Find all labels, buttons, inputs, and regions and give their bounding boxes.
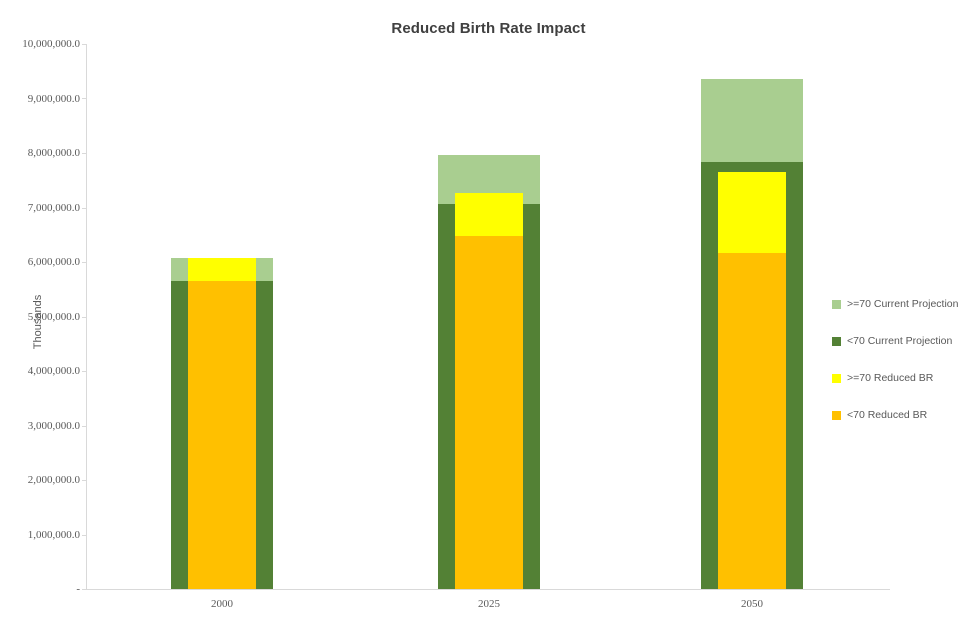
y-tick-mark <box>82 262 86 263</box>
bar-segment <box>188 281 256 589</box>
y-tick-mark <box>82 44 86 45</box>
y-tick-mark <box>82 153 86 154</box>
y-tick-label: 10,000,000.0 <box>22 38 80 50</box>
bar-segment <box>188 258 256 281</box>
y-tick-label: 4,000,000.0 <box>27 365 80 377</box>
legend-item[interactable]: >=70 Reduced BR <box>832 370 977 386</box>
legend-item-label: <70 Current Projection <box>847 335 953 347</box>
y-tick-mark <box>82 371 86 372</box>
x-tick-label: 2050 <box>741 598 763 610</box>
legend-swatch-icon <box>832 336 841 346</box>
y-tick-mark <box>82 589 86 590</box>
bar-segment <box>701 79 803 162</box>
y-tick-mark <box>82 480 86 481</box>
y-tick-label: 6,000,000.0 <box>27 256 80 268</box>
legend-swatch-icon <box>832 410 841 420</box>
x-tick-label: 2025 <box>478 598 500 610</box>
y-tick-label: 5,000,000.0 <box>27 310 80 323</box>
y-tick-label: 7,000,000.0 <box>27 201 80 214</box>
y-tick-mark <box>82 426 86 427</box>
x-tick-label: 2000 <box>211 598 233 610</box>
y-tick-label: 3,000,000.0 <box>27 419 80 432</box>
legend-item-label: >=70 Current Projection <box>847 298 959 310</box>
chart-legend: >=70 Current Projection <70 Current Proje… <box>832 296 977 444</box>
legend-swatch-icon <box>832 299 841 309</box>
y-tick-label: 8,000,000.0 <box>27 147 80 159</box>
y-tick-mark <box>82 535 86 536</box>
y-axis-tick-labels: 10,000,000.0 9,000,000.0 8,000,000.0 7,000,… <box>0 0 80 639</box>
legend-item-label: >=70 Reduced BR <box>847 372 934 384</box>
y-tick-label: 9,000,000.0 <box>27 92 80 105</box>
y-tick-mark <box>82 208 86 209</box>
legend-swatch-icon <box>832 373 841 383</box>
chart-title: Reduced Birth Rate Impact <box>391 20 586 37</box>
y-tick-label: 1,000,000.0 <box>27 528 80 541</box>
bar-segment <box>455 236 523 589</box>
y-axis-line <box>86 44 87 590</box>
legend-item[interactable]: <70 Current Projection <box>832 333 977 349</box>
bar-segment <box>718 172 786 253</box>
bar-segment <box>718 253 786 589</box>
x-axis-line <box>86 589 890 590</box>
legend-item[interactable]: >=70 Current Projection <box>832 296 977 312</box>
y-tick-label: - <box>76 583 80 595</box>
y-tick-label: 2,000,000.0 <box>27 474 80 486</box>
legend-item[interactable]: <70 Reduced BR <box>832 407 977 423</box>
y-tick-mark <box>82 98 86 99</box>
y-tick-mark <box>82 317 86 318</box>
bar-segment <box>455 193 523 236</box>
legend-item-label: <70 Reduced BR <box>847 409 928 421</box>
